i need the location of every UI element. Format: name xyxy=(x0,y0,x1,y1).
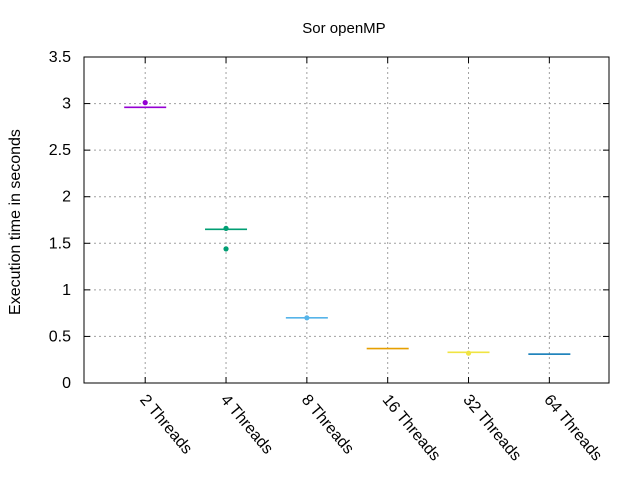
x-tick-label: 32 Threads xyxy=(459,392,524,465)
data-marks xyxy=(124,100,571,356)
grid xyxy=(84,57,609,383)
y-tick-label: 2.5 xyxy=(49,142,71,159)
y-axis-label: Execution time in seconds xyxy=(7,129,24,315)
data-point xyxy=(142,100,148,106)
data-point xyxy=(223,246,229,252)
y-tick-label: 0.5 xyxy=(49,328,71,345)
x-tick-label: 8 Threads xyxy=(298,392,357,458)
x-tick-label: 2 Threads xyxy=(136,392,195,458)
y-tick-label: 0 xyxy=(62,375,71,392)
x-tick-label: 16 Threads xyxy=(379,392,444,465)
x-tick-label: 4 Threads xyxy=(217,392,276,458)
axes: 0 0.5 1 1.5 2 2.5 3 3.5 2 Threads 4 Threads 8 Thre… xyxy=(49,49,609,464)
data-point xyxy=(465,350,472,356)
y-tick-label: 3 xyxy=(62,96,71,113)
data-point xyxy=(223,225,229,231)
plot-frame xyxy=(83,56,610,384)
data-point xyxy=(304,315,310,321)
y-tick-label: 1.5 xyxy=(49,235,71,252)
y-tick-label: 3.5 xyxy=(49,49,71,66)
y-tick-label: 2 xyxy=(62,189,71,206)
x-tick-label: 64 Threads xyxy=(540,392,605,465)
chart-title: Sor openMP xyxy=(302,20,385,37)
y-tick-label: 1 xyxy=(62,282,71,299)
